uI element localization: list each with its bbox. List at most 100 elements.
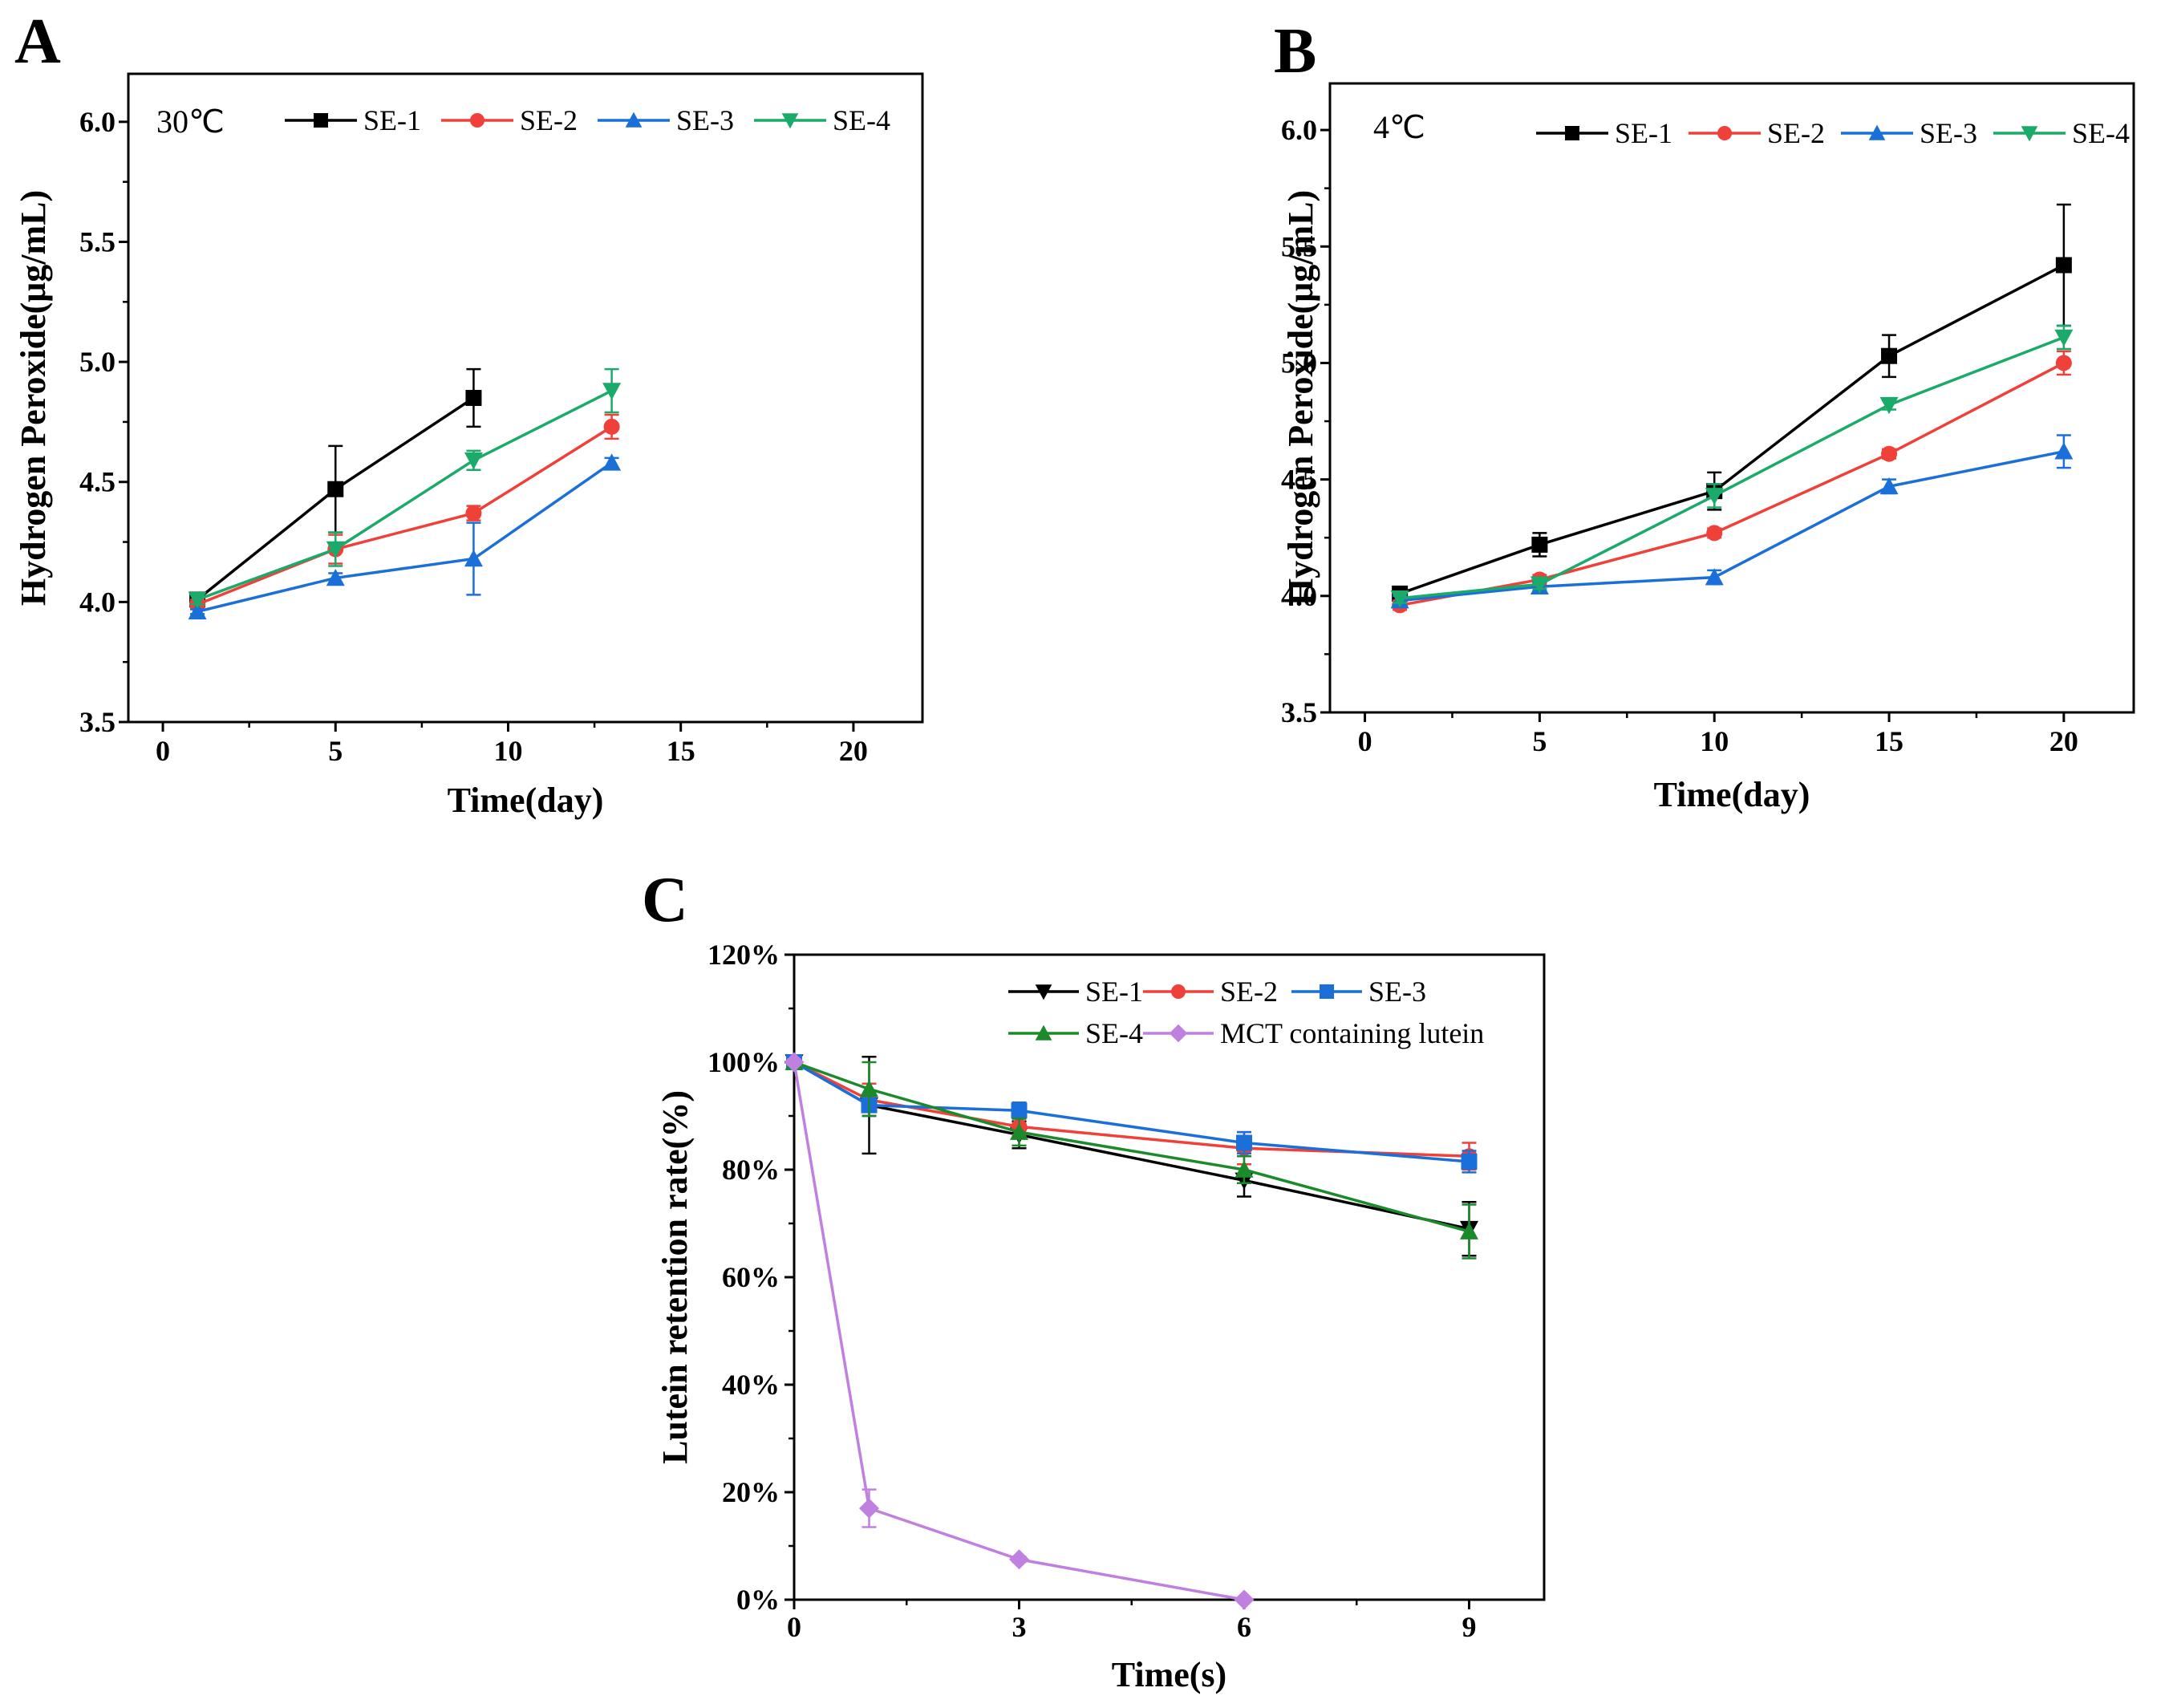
panel-c-x-tick-label: 6 — [1237, 1611, 1251, 1643]
panel-a-series-se-4-point — [464, 452, 483, 470]
panel-c-series-se-3-point — [1461, 1153, 1478, 1170]
panel-c-series-mct-containing-lutein — [784, 1052, 1255, 1610]
panel-b-y-tick-label: 3.5 — [1281, 696, 1317, 728]
panel-c-series-mct-containing-lutein-point — [1234, 1589, 1255, 1610]
panel-b-x-tick-label: 5 — [1532, 725, 1547, 757]
panel-c-legend-se-3-label: SE-3 — [1368, 976, 1426, 1008]
panel-c: C 0% 20% 40% 60% 80% 100% 120% 0 3 6 9 Time(s) Lutei… — [642, 865, 1546, 1694]
panel-a-plot-frame — [127, 72, 924, 724]
panel-c-x-tick-label: 0 — [787, 1611, 801, 1643]
panel-a: A 3.5 4.0 4.5 5.0 5.5 6.0 0 5 10 15 20 Time(day) Hyd… — [14, 6, 924, 820]
panel-a-series-se-4-point — [602, 383, 622, 400]
panel-c-series-mct-containing-lutein-point — [859, 1498, 879, 1519]
panel-c-legend-mct-containing-lutein-marker — [1169, 1024, 1188, 1043]
panel-b-series-se-1-point — [1531, 536, 1548, 553]
panel-a-series-se-3 — [188, 453, 622, 620]
panel-b-legend: SE-1 SE-2 SE-3 SE-4 — [1536, 117, 2130, 149]
panel-b-label: B — [1274, 16, 1316, 87]
panel-c-plot-frame — [793, 953, 1546, 1601]
panel-c-y-axis-title: Lutein retention rate(%) — [655, 1090, 695, 1464]
panel-a-series-se-3-point — [464, 550, 483, 567]
panel-c-series-se-3 — [786, 1054, 1478, 1174]
panel-c-x-tick-label: 3 — [1012, 1611, 1027, 1643]
panel-b-y-tick-label: 4.5 — [1281, 464, 1317, 496]
panel-b-legend-se-2-marker — [1717, 126, 1732, 140]
panel-a-y-tick-label: 4.0 — [79, 586, 116, 618]
panel-b-x-tick-label: 10 — [1700, 725, 1729, 757]
panel-c-series-se-4-point — [1010, 1122, 1028, 1140]
panel-a-series-se-3-point — [188, 602, 207, 620]
panel-a-x-tick-label: 20 — [839, 735, 868, 767]
panel-b-legend-se-4-label: SE-4 — [2072, 117, 2130, 149]
panel-b-legend-se-3-label: SE-3 — [1920, 117, 1977, 149]
panel-b-x-tick-label: 20 — [2049, 725, 2078, 757]
panel-a-y-tick-label: 6.0 — [79, 106, 116, 138]
panel-a-series-se-1-point — [327, 481, 344, 497]
panel-c-series-mct-containing-lutein-point — [1009, 1549, 1029, 1570]
panel-c-legend-mct-containing-lutein-label: MCT containing lutein — [1220, 1017, 1484, 1049]
panel-b-y-tick-label: 5.5 — [1281, 230, 1317, 262]
panel-b-x-tick-label: 0 — [1358, 725, 1372, 757]
panel-b-series-se-3 — [1390, 434, 2074, 609]
panel-b-series-se-1-point — [1881, 347, 1898, 364]
panel-c-y-tick-label: 40% — [722, 1369, 780, 1401]
panel-c-series-mct-containing-lutein-point — [784, 1052, 805, 1073]
panel-b-legend-se-1-label: SE-1 — [1615, 117, 1672, 149]
panel-b-series-se-2-point — [1881, 445, 1898, 462]
panel-b-series-se-1-point — [2055, 257, 2072, 274]
panel-c-legend-se-4-label: SE-4 — [1085, 1017, 1143, 1049]
panel-b-series-se-4-point — [1879, 396, 1899, 415]
panel-c-legend-se-3-marker — [1320, 984, 1334, 999]
panel-a-series-se-4-line — [197, 389, 613, 602]
panel-a-x-tick-label: 10 — [493, 735, 522, 767]
panel-a-label: A — [14, 6, 61, 77]
panel-c-series-mct-containing-lutein-line — [793, 1061, 1245, 1601]
panel-a-y-tick-label: 5.5 — [79, 225, 116, 258]
panel-b-series-se-4-point — [1705, 488, 1724, 505]
panel-b-temperature-annotation: 4℃ — [1373, 109, 1425, 145]
panel-a-x-axis-title: Time(day) — [448, 781, 604, 820]
panel-b-x-tick-label: 15 — [1875, 725, 1903, 757]
panel-c-legend-se-2-marker — [1171, 984, 1186, 999]
panel-b-y-tick-label: 5.0 — [1281, 347, 1317, 379]
panel-b-series-se-3-point — [2054, 442, 2074, 460]
panel-b-legend-se-2-label: SE-2 — [1767, 117, 1825, 149]
panel-a-legend: SE-1 SE-2 SE-3 SE-4 — [285, 104, 890, 136]
panel-a-y-tick-label: 3.5 — [79, 706, 116, 738]
panel-c-legend-se-1-label: SE-1 — [1085, 976, 1143, 1008]
panel-c-x-axis-title: Time(s) — [1112, 1655, 1226, 1694]
panel-b-series-se-4-point — [1390, 590, 1409, 608]
panel-b-series-se-1-line — [1399, 263, 2065, 595]
panel-b-series-se-1 — [1392, 203, 2072, 602]
panel-a-legend-se-2-marker — [470, 113, 484, 128]
panel-a-series-se-4-point — [326, 541, 345, 559]
panel-c-legend-se-4-marker — [1035, 1024, 1052, 1041]
panel-b-legend-se-1-marker — [1565, 126, 1579, 140]
panel-a-legend-se-3-marker — [625, 112, 643, 128]
panel-b-y-axis-title: Hydrogen Peroxide(μg/mL) — [1281, 190, 1320, 606]
panel-c-y-tick-label: 80% — [722, 1154, 780, 1186]
panel-c-series-se-4 — [784, 1053, 1478, 1260]
panel-a-series-se-2-point — [603, 418, 620, 435]
panel-a-series-se-3-point — [602, 453, 622, 471]
panel-a-x-tick-label: 5 — [328, 735, 343, 767]
panel-c-y-tick-label: 20% — [722, 1476, 780, 1508]
panel-a-x-tick-label: 0 — [156, 735, 170, 767]
panel-c-legend-se-2-label: SE-2 — [1220, 976, 1278, 1008]
panel-c-legend: SE-1 SE-2 SE-3 SE-4 MCT containing lutein — [1008, 976, 1484, 1049]
panel-b-series-se-2 — [1392, 350, 2072, 614]
panel-b-plot-frame — [1328, 82, 2135, 714]
panel-c-legend-se-1-marker — [1035, 984, 1052, 1000]
panel-b-series-se-4-point — [1530, 576, 1549, 594]
panel-c-series-se-4-point — [1460, 1222, 1478, 1239]
panel-b-series-se-2-point — [1706, 525, 1723, 542]
panel-c-y-tick-label: 100% — [707, 1046, 780, 1078]
panel-a-series-se-4-point — [188, 591, 207, 609]
panel-b-series-se-3-point — [1705, 568, 1724, 586]
panel-b-y-tick-label: 4.0 — [1281, 580, 1317, 612]
panel-a-legend-se-3-label: SE-3 — [676, 104, 734, 136]
panel-a-temperature-annotation: 30℃ — [156, 103, 225, 140]
panel-c-x-tick-label: 9 — [1462, 1611, 1477, 1643]
panel-a-y-tick-label: 5.0 — [79, 346, 116, 378]
